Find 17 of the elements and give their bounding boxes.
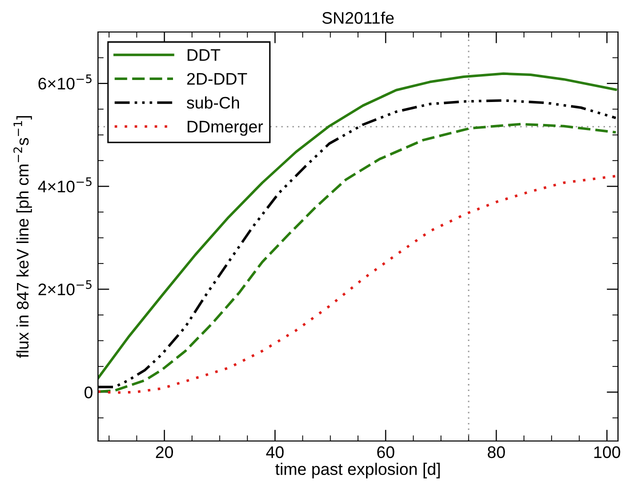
chart-title: SN2011fe xyxy=(322,12,394,24)
legend-label: DDT xyxy=(188,49,220,61)
line-series xyxy=(98,174,618,394)
y-axis-title: flux in 847 keV line [ph cm$^{−2}$s$^{−1}$] xyxy=(13,116,32,358)
legend-label: 2D-DDT xyxy=(187,72,248,85)
x-tick-label: 100 xyxy=(594,446,620,458)
legend-label: sub-Ch xyxy=(186,96,239,109)
y-tick-label: 4×10$^{−5}$ xyxy=(38,177,92,192)
x-tick-label: 80 xyxy=(488,446,505,458)
y-tick-label: 2×10$^{−5}$ xyxy=(38,280,92,296)
x-axis-title: time past explosion [d] xyxy=(275,462,440,478)
x-tick-label: 40 xyxy=(266,446,284,458)
x-tick-label: 60 xyxy=(377,446,394,458)
legend-label: DDmerger xyxy=(188,120,263,136)
y-tick-label: 6×10$^{−5}$ xyxy=(38,74,92,90)
x-tick-label: 20 xyxy=(156,446,173,458)
y-tick-label: 0 xyxy=(84,386,92,398)
